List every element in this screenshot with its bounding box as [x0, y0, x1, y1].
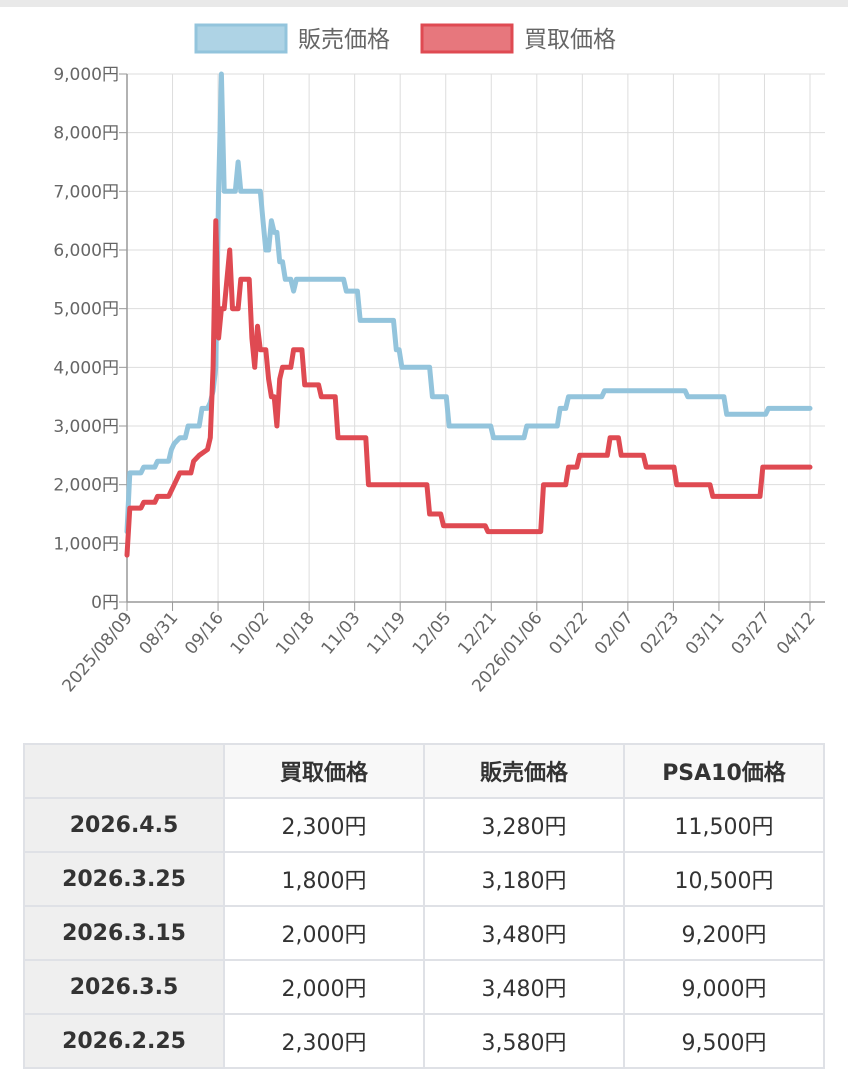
x-tick-label: 12/21	[454, 608, 501, 658]
x-tick-label: 04/12	[773, 608, 820, 658]
legend-label: 販売価格	[298, 27, 390, 53]
row-psa10-price: 11,500円	[623, 797, 825, 853]
row-buy-price: 2,300円	[223, 1013, 425, 1069]
chart-legend: 販売価格 買取価格	[194, 23, 616, 54]
x-axis-ticks: 2025/08/0908/3109/1610/0210/1811/0311/19…	[59, 602, 820, 696]
row-sell-price: 3,180円	[423, 851, 625, 907]
x-tick-label: 2025/08/09	[59, 608, 137, 696]
y-tick-label: 7,000円	[53, 182, 119, 202]
table-header-corner	[23, 743, 225, 799]
table-row: 2026.3.5 2,000円 3,480円 9,000円	[23, 959, 825, 1015]
x-tick-label: 11/03	[318, 608, 365, 658]
x-tick-label: 12/05	[409, 608, 456, 658]
table-header-sell: 販売価格	[423, 743, 625, 799]
table-row: 2026.3.25 1,800円 3,180円 10,500円	[23, 851, 825, 907]
x-tick-label: 09/16	[181, 608, 228, 658]
x-tick-label: 02/07	[591, 608, 638, 658]
row-date: 2026.2.25	[23, 1013, 225, 1069]
x-tick-label: 03/11	[682, 608, 729, 658]
row-buy-price: 2,000円	[223, 959, 425, 1015]
table-row: 2026.4.5 2,300円 3,280円 11,500円	[23, 797, 825, 853]
x-tick-label: 01/22	[545, 608, 592, 658]
table-header-row: 買取価格 販売価格 PSA10価格	[23, 743, 825, 799]
row-buy-price: 2,000円	[223, 905, 425, 961]
price-chart: 販売価格 買取価格 0円 1,000円 2,000円 3,000円 4,000円 5,000…	[53, 23, 825, 696]
row-buy-price: 1,800円	[223, 851, 425, 907]
y-tick-label: 3,000円	[53, 417, 119, 437]
x-tick-label: 03/27	[727, 608, 774, 658]
y-tick-label: 2,000円	[53, 476, 119, 496]
row-date: 2026.4.5	[23, 797, 225, 853]
y-tick-label: 5,000円	[53, 300, 119, 320]
row-sell-price: 3,480円	[423, 905, 625, 961]
x-tick-label: 10/02	[227, 608, 274, 658]
price-history-table: 買取価格 販売価格 PSA10価格 2026.4.5 2,300円 3,280円…	[23, 743, 825, 1069]
table-header-psa10: PSA10価格	[623, 743, 825, 799]
row-sell-price: 3,280円	[423, 797, 625, 853]
row-sell-price: 3,480円	[423, 959, 625, 1015]
row-date: 2026.3.5	[23, 959, 225, 1015]
row-sell-price: 3,580円	[423, 1013, 625, 1069]
legend-label: 買取価格	[524, 27, 616, 53]
row-psa10-price: 9,000円	[623, 959, 825, 1015]
legend-swatch	[194, 23, 288, 54]
row-psa10-price: 9,200円	[623, 905, 825, 961]
row-date: 2026.3.15	[23, 905, 225, 961]
row-buy-price: 2,300円	[223, 797, 425, 853]
legend-swatch	[420, 23, 514, 54]
chart-axes	[126, 74, 825, 603]
table-header-buy: 買取価格	[223, 743, 425, 799]
row-psa10-price: 10,500円	[623, 851, 825, 907]
y-tick-label: 4,000円	[53, 358, 119, 378]
chart-grid	[127, 73, 825, 602]
x-tick-label: 02/23	[636, 608, 683, 658]
table-row: 2026.2.25 2,300円 3,580円 9,500円	[23, 1013, 825, 1069]
chart-series-lines	[124, 71, 813, 558]
x-tick-label: 10/18	[272, 608, 319, 658]
table-row: 2026.3.15 2,000円 3,480円 9,200円	[23, 905, 825, 961]
y-tick-label: 1,000円	[53, 534, 119, 554]
y-tick-label: 6,000円	[53, 241, 119, 261]
series-line-sell	[124, 71, 813, 535]
row-date: 2026.3.25	[23, 851, 225, 907]
x-tick-label: 11/19	[363, 608, 410, 658]
series-line-buy	[124, 218, 813, 558]
y-tick-label: 0円	[91, 593, 119, 613]
y-axis-ticks: 0円 1,000円 2,000円 3,000円 4,000円 5,000円 6,000円 7,…	[53, 65, 127, 613]
row-psa10-price: 9,500円	[623, 1013, 825, 1069]
y-tick-label: 9,000円	[53, 65, 119, 85]
top-divider	[0, 0, 848, 7]
x-tick-label: 08/31	[136, 608, 183, 658]
y-tick-label: 8,000円	[53, 124, 119, 144]
